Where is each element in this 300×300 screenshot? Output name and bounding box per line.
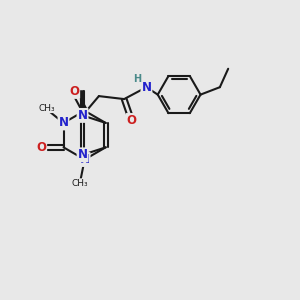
Text: N: N bbox=[77, 148, 88, 161]
Text: H: H bbox=[133, 74, 141, 84]
Text: O: O bbox=[127, 114, 136, 127]
Text: N: N bbox=[141, 81, 152, 94]
Text: O: O bbox=[36, 141, 46, 154]
Text: CH₃: CH₃ bbox=[39, 103, 56, 112]
Text: N: N bbox=[77, 109, 88, 122]
Text: N: N bbox=[80, 153, 90, 166]
Text: CH₃: CH₃ bbox=[72, 179, 88, 188]
Text: N: N bbox=[58, 116, 68, 130]
Text: O: O bbox=[69, 85, 79, 98]
